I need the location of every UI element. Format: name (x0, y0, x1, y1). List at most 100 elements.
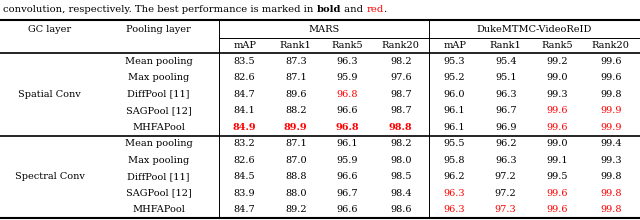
Text: 99.2: 99.2 (546, 57, 568, 66)
Text: 87.3: 87.3 (285, 57, 307, 66)
Text: 87.0: 87.0 (285, 156, 307, 165)
Text: SAGPool [12]: SAGPool [12] (125, 106, 191, 115)
Text: 99.6: 99.6 (600, 57, 621, 66)
Text: 98.4: 98.4 (390, 189, 412, 198)
Text: Mean pooling: Mean pooling (125, 139, 193, 148)
Text: 99.6: 99.6 (546, 205, 568, 214)
Text: MARS: MARS (308, 25, 340, 34)
Text: 96.3: 96.3 (336, 57, 358, 66)
Text: 99.3: 99.3 (546, 90, 568, 99)
Text: Max pooling: Max pooling (128, 156, 189, 165)
Text: 95.9: 95.9 (336, 73, 358, 82)
Text: 87.1: 87.1 (285, 139, 307, 148)
Text: 95.3: 95.3 (444, 57, 465, 66)
Text: 99.0: 99.0 (546, 139, 568, 148)
Text: 95.4: 95.4 (495, 57, 516, 66)
Text: 88.0: 88.0 (285, 189, 307, 198)
Text: 96.3: 96.3 (444, 205, 465, 214)
Text: Rank1: Rank1 (490, 41, 522, 50)
Text: 96.3: 96.3 (495, 90, 516, 99)
Text: 96.6: 96.6 (336, 205, 358, 214)
Text: 99.5: 99.5 (546, 172, 568, 181)
Text: 95.5: 95.5 (444, 139, 465, 148)
Text: GC layer: GC layer (28, 25, 71, 34)
Text: and: and (341, 4, 366, 13)
Text: 99.3: 99.3 (600, 156, 621, 165)
Text: DukeMTMC-VideoReID: DukeMTMC-VideoReID (476, 25, 592, 34)
Text: 95.9: 95.9 (336, 156, 358, 165)
Text: 88.8: 88.8 (285, 172, 307, 181)
Text: bold: bold (317, 4, 341, 13)
Text: 84.9: 84.9 (233, 123, 257, 132)
Text: 96.1: 96.1 (444, 106, 465, 115)
Text: Spectral Conv: Spectral Conv (15, 172, 84, 181)
Text: DiffPool [11]: DiffPool [11] (127, 172, 189, 181)
Text: 99.1: 99.1 (546, 156, 568, 165)
Text: 96.2: 96.2 (444, 172, 465, 181)
Text: 88.2: 88.2 (285, 106, 307, 115)
Text: 99.6: 99.6 (600, 73, 621, 82)
Text: 82.6: 82.6 (234, 156, 255, 165)
Text: 98.0: 98.0 (390, 156, 412, 165)
Text: mAP: mAP (443, 41, 466, 50)
Text: 96.1: 96.1 (444, 123, 465, 132)
Text: Rank5: Rank5 (331, 41, 363, 50)
Text: 98.5: 98.5 (390, 172, 412, 181)
Text: 96.6: 96.6 (336, 106, 358, 115)
Text: 98.7: 98.7 (390, 106, 412, 115)
Text: Rank20: Rank20 (382, 41, 420, 50)
Text: 89.9: 89.9 (284, 123, 308, 132)
Text: 96.3: 96.3 (495, 156, 516, 165)
Text: 97.6: 97.6 (390, 73, 412, 82)
Text: 99.6: 99.6 (546, 106, 568, 115)
Text: 98.8: 98.8 (389, 123, 413, 132)
Text: 96.7: 96.7 (495, 106, 516, 115)
Text: 84.1: 84.1 (234, 106, 255, 115)
Text: DiffPool [11]: DiffPool [11] (127, 90, 189, 99)
Text: 87.1: 87.1 (285, 73, 307, 82)
Text: 97.2: 97.2 (495, 189, 516, 198)
Text: 82.6: 82.6 (234, 73, 255, 82)
Text: Max pooling: Max pooling (128, 73, 189, 82)
Text: 98.2: 98.2 (390, 57, 412, 66)
Text: 89.6: 89.6 (285, 90, 307, 99)
Text: 96.7: 96.7 (336, 189, 358, 198)
Text: convolution, respectively. The best performance is marked in: convolution, respectively. The best perf… (3, 4, 317, 13)
Text: 97.3: 97.3 (495, 205, 516, 214)
Text: SAGPool [12]: SAGPool [12] (125, 189, 191, 198)
Text: 84.5: 84.5 (234, 172, 255, 181)
Text: 83.5: 83.5 (234, 57, 255, 66)
Text: 99.8: 99.8 (600, 205, 621, 214)
Text: 96.8: 96.8 (335, 123, 359, 132)
Text: 96.6: 96.6 (336, 172, 358, 181)
Text: 95.1: 95.1 (495, 73, 516, 82)
Text: 98.2: 98.2 (390, 139, 412, 148)
Text: 99.9: 99.9 (600, 123, 621, 132)
Text: 99.4: 99.4 (600, 139, 621, 148)
Text: 99.8: 99.8 (600, 172, 621, 181)
Text: MHFAPool: MHFAPool (132, 123, 185, 132)
Text: 83.2: 83.2 (234, 139, 255, 148)
Text: Rank5: Rank5 (541, 41, 573, 50)
Text: 96.3: 96.3 (444, 189, 465, 198)
Text: 95.8: 95.8 (444, 156, 465, 165)
Text: Pooling layer: Pooling layer (126, 25, 191, 34)
Text: 96.8: 96.8 (336, 90, 358, 99)
Text: 84.7: 84.7 (234, 90, 255, 99)
Text: 98.6: 98.6 (390, 205, 412, 214)
Text: 99.6: 99.6 (546, 189, 568, 198)
Text: 99.6: 99.6 (546, 123, 568, 132)
Text: Mean pooling: Mean pooling (125, 57, 193, 66)
Text: 99.9: 99.9 (600, 106, 621, 115)
Text: red: red (366, 4, 383, 13)
Text: mAP: mAP (233, 41, 256, 50)
Text: Rank20: Rank20 (592, 41, 630, 50)
Text: 83.9: 83.9 (234, 189, 255, 198)
Text: 98.7: 98.7 (390, 90, 412, 99)
Text: 89.2: 89.2 (285, 205, 307, 214)
Text: 96.2: 96.2 (495, 139, 516, 148)
Text: Rank1: Rank1 (280, 41, 312, 50)
Text: 99.0: 99.0 (546, 73, 568, 82)
Text: 96.0: 96.0 (444, 90, 465, 99)
Text: 99.8: 99.8 (600, 90, 621, 99)
